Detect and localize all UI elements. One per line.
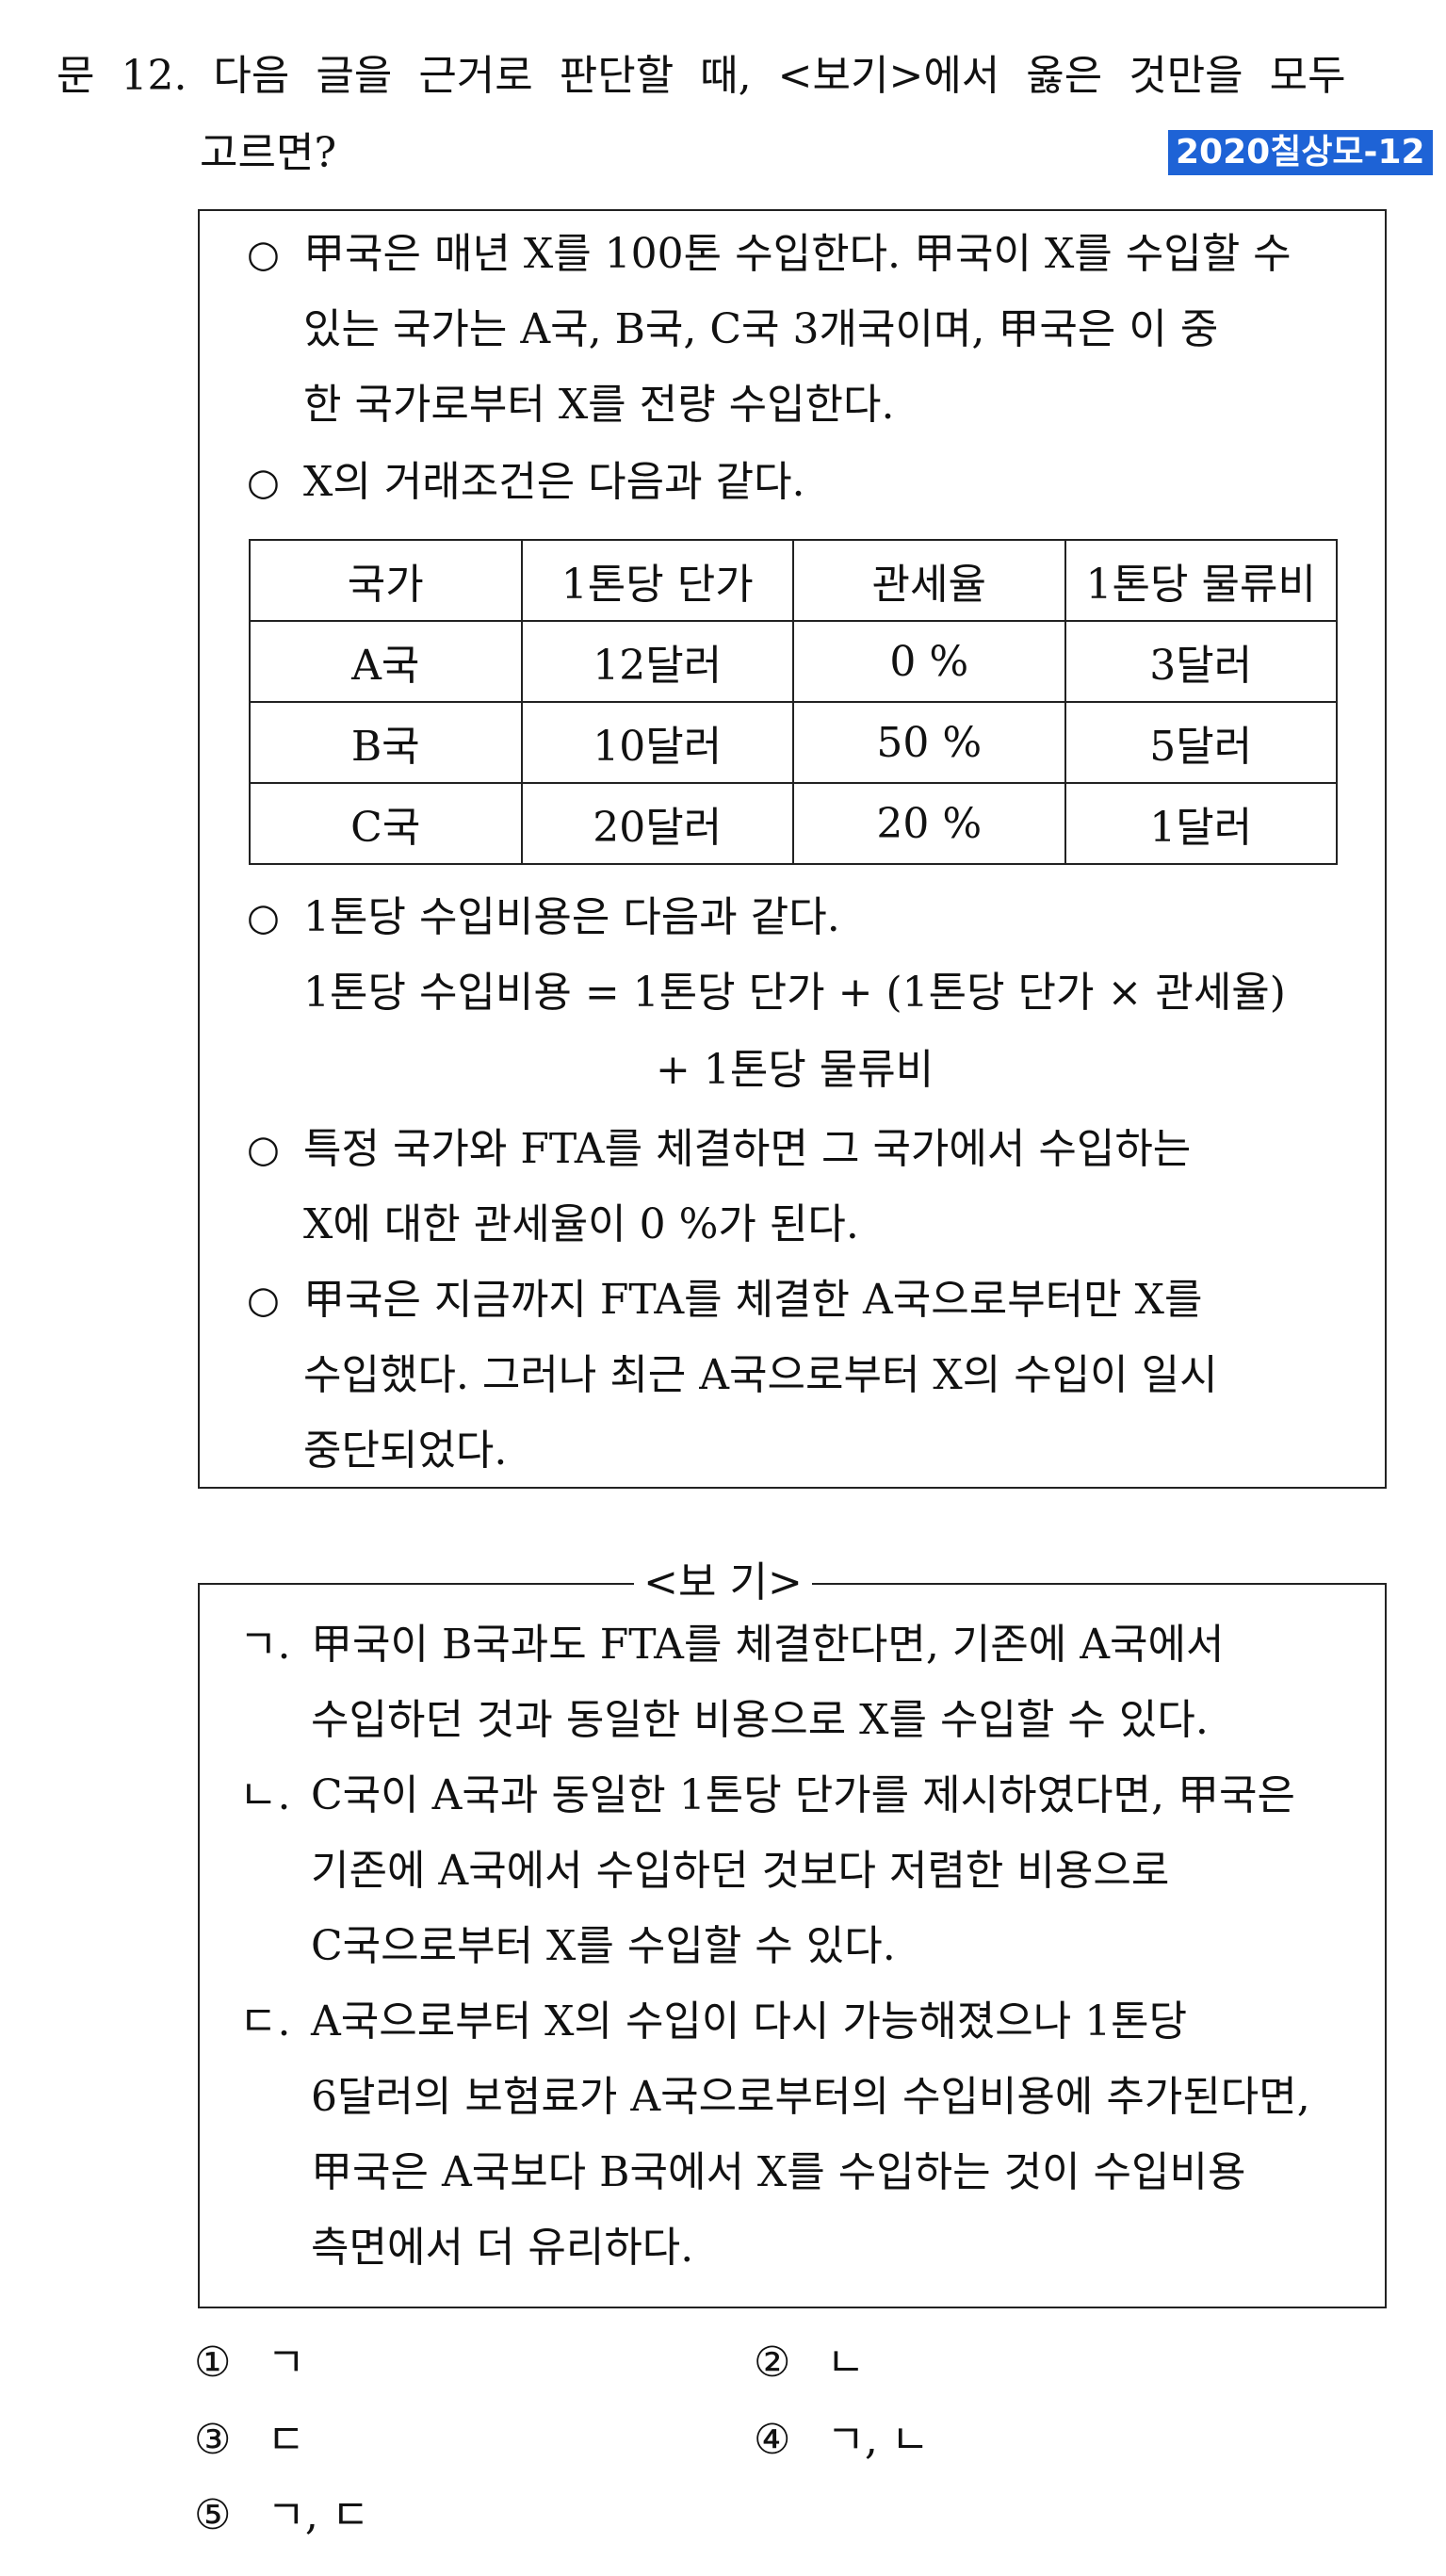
- table-row: C국 20달러 20 % 1달러: [249, 782, 1338, 865]
- choice-number: ③: [194, 2416, 232, 2464]
- bogi-item-3-line-4: 측면에서 더 유리하다.: [311, 2224, 694, 2272]
- table-cell: 20 %: [792, 782, 1066, 865]
- table-row: A국 12달러 0 % 3달러: [249, 620, 1338, 703]
- choice-5[interactable]: ⑤ ㄱ, ㄷ: [194, 2487, 369, 2544]
- table-cell: 10달러: [520, 701, 794, 784]
- choice-number: ①: [194, 2339, 232, 2387]
- table-header-cell: 국가: [249, 539, 523, 622]
- source-badge: 2020칠상모-12: [1168, 130, 1433, 175]
- table-cell: 5달러: [1064, 701, 1338, 784]
- table-row: B국 10달러 50 % 5달러: [249, 701, 1338, 784]
- choice-text: ㄱ, ㄷ: [267, 2491, 370, 2539]
- table-cell: 20달러: [520, 782, 794, 865]
- bogi-item-2-line-1: C국이 A국과 동일한 1톤당 단가를 제시하였다면, 甲국은: [311, 1771, 1295, 1819]
- passage-b5-line-2: 수입했다. 그러나 최근 A국으로부터 X의 수입이 일시: [303, 1351, 1218, 1399]
- choice-number: ④: [754, 2416, 791, 2464]
- passage-b1-line-2: 있는 국가는 A국, B국, C국 3개국이며, 甲국은 이 중: [303, 305, 1219, 353]
- bogi-title-text: <보 기>: [634, 1558, 812, 1606]
- bullet-1: ○: [247, 233, 280, 276]
- table-cell: B국: [249, 701, 523, 784]
- trade-conditions-table: 국가 1톤당 단가 관세율 1톤당 물류비 A국 12달러 0 % 3달러 B국…: [249, 539, 1338, 865]
- table-header-row: 국가 1톤당 단가 관세율 1톤당 물류비: [249, 539, 1338, 622]
- table-header-cell: 1톤당 물류비: [1064, 539, 1338, 622]
- choice-number: ⑤: [194, 2491, 232, 2539]
- question-stem-line-2: 고르면?: [200, 129, 337, 177]
- table-cell: 3달러: [1064, 620, 1338, 703]
- question-stem-line-1: 문 12. 다음 글을 근거로 판단할 때, <보기>에서 옳은 것만을 모두: [57, 52, 1346, 100]
- table-cell: A국: [249, 620, 523, 703]
- bogi-item-3-line-3: 甲국은 A국보다 B국에서 X를 수입하는 것이 수입비용: [311, 2148, 1246, 2196]
- bogi-item-mark: ㄱ.: [239, 1621, 291, 1669]
- bogi-item-2-line-2: 기존에 A국에서 수입하던 것보다 저렴한 비용으로: [311, 1847, 1170, 1895]
- passage-b5-line-3: 중단되었다.: [303, 1427, 508, 1475]
- table-cell: 1달러: [1064, 782, 1338, 865]
- formula-line-2: + 1톤당 물류비: [656, 1046, 934, 1094]
- choice-2[interactable]: ② ㄴ: [754, 2335, 865, 2391]
- bogi-item-mark: ㄴ.: [239, 1771, 291, 1819]
- bullet-3: ○: [247, 896, 280, 939]
- bullet-4: ○: [247, 1128, 280, 1171]
- table-header-cell: 1톤당 단가: [520, 539, 794, 622]
- bogi-title: <보 기>: [0, 1557, 1446, 1609]
- bogi-item-3-line-1: A국으로부터 X의 수입이 다시 가능해졌으나 1톤당: [311, 1997, 1188, 2046]
- passage-b5-line-1: 甲국은 지금까지 FTA를 체결한 A국으로부터만 X를: [303, 1276, 1203, 1324]
- passage-b4-line-2: X에 대한 관세율이 0 %가 된다.: [303, 1200, 859, 1248]
- choice-number: ②: [754, 2339, 791, 2387]
- passage-box: [198, 209, 1387, 1489]
- bogi-item-2-line-3: C국으로부터 X를 수입할 수 있다.: [311, 1922, 896, 1970]
- bogi-item-mark: ㄷ.: [239, 1997, 291, 2046]
- table-cell: 12달러: [520, 620, 794, 703]
- bogi-item-3-line-2: 6달러의 보험료가 A국으로부터의 수입비용에 추가된다면,: [311, 2073, 1310, 2121]
- passage-b4-line-1: 특정 국가와 FTA를 체결하면 그 국가에서 수입하는: [303, 1125, 1192, 1173]
- formula-line-1: 1톤당 수입비용 = 1톤당 단가 + (1톤당 단가 × 관세율): [303, 969, 1286, 1017]
- choice-3[interactable]: ③ ㄷ: [194, 2412, 305, 2469]
- table-header-cell: 관세율: [792, 539, 1066, 622]
- choice-text: ㄴ: [826, 2339, 865, 2387]
- passage-b2: X의 거래조건은 다음과 같다.: [303, 458, 805, 506]
- choice-text: ㄱ, ㄴ: [826, 2416, 930, 2464]
- choice-text: ㄱ: [267, 2339, 305, 2387]
- passage-b3: 1톤당 수입비용은 다음과 같다.: [303, 893, 840, 941]
- table-cell: 50 %: [792, 701, 1066, 784]
- passage-b1-line-3: 한 국가로부터 X를 전량 수입한다.: [303, 381, 895, 429]
- choice-4[interactable]: ④ ㄱ, ㄴ: [754, 2412, 929, 2469]
- bogi-item-1-line-1: 甲국이 B국과도 FTA를 체결한다면, 기존에 A국에서: [311, 1621, 1225, 1669]
- bullet-2: ○: [247, 461, 280, 504]
- table-cell: 0 %: [792, 620, 1066, 703]
- bullet-5: ○: [247, 1279, 280, 1322]
- choice-1[interactable]: ① ㄱ: [194, 2335, 305, 2391]
- choice-text: ㄷ: [267, 2416, 305, 2464]
- passage-b1-line-1: 甲국은 매년 X를 100톤 수입한다. 甲국이 X를 수입할 수: [303, 230, 1292, 278]
- table-cell: C국: [249, 782, 523, 865]
- bogi-item-1-line-2: 수입하던 것과 동일한 비용으로 X를 수입할 수 있다.: [311, 1696, 1209, 1744]
